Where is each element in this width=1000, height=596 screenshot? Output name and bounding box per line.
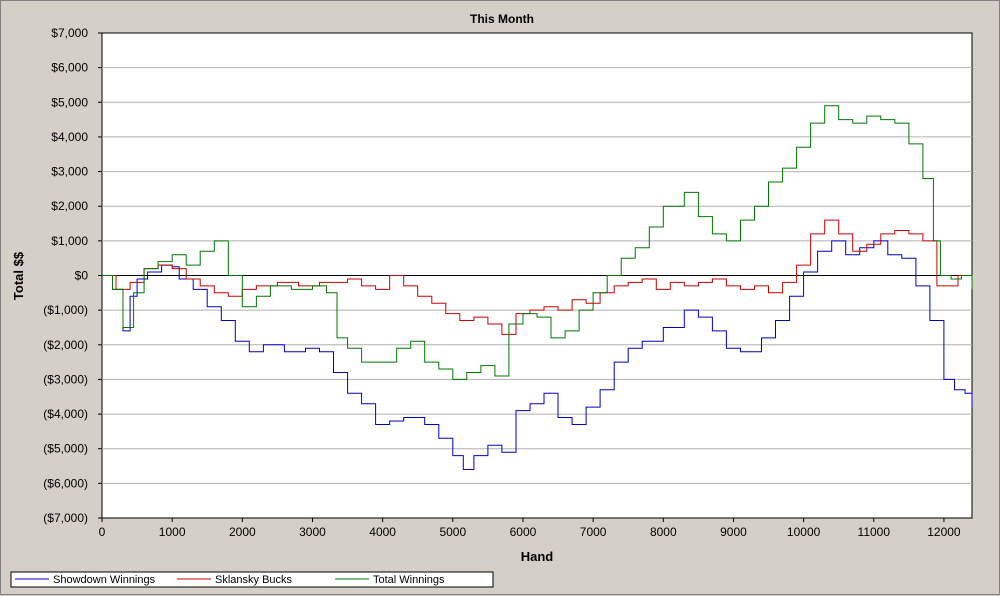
legend-entry: Total Winnings <box>373 574 445 586</box>
y-tick-label: $0 <box>75 269 89 283</box>
x-tick-label: 5000 <box>439 525 466 539</box>
gridlines <box>102 67 972 484</box>
y-tick-label: $7,000 <box>51 26 88 40</box>
x-tick-label: 9000 <box>720 525 747 539</box>
x-tick-label: 6000 <box>510 525 537 539</box>
y-tick-label: ($2,000) <box>43 338 88 352</box>
y-tick-label: $4,000 <box>51 130 88 144</box>
legend-box <box>10 571 494 588</box>
x-tick-label: 3000 <box>299 525 326 539</box>
y-tick-label: $1,000 <box>51 234 88 248</box>
y-axis-title: Total $$ <box>11 251 26 300</box>
y-tick-label: $5,000 <box>51 95 88 109</box>
y-tick-label: $3,000 <box>51 165 88 179</box>
x-tick-label: 7000 <box>580 525 607 539</box>
tick-labels: $7,000 $6,000 $5,000 $4,000 $3,000 $2,000 $1,0… <box>43 26 961 539</box>
series-line-total-winnings <box>102 105 973 380</box>
y-tick-label: $2,000 <box>51 199 88 213</box>
chart-title: This Month <box>470 12 534 26</box>
y-tick-label: ($7,000) <box>43 511 88 525</box>
x-tick-label: 11000 <box>858 525 891 539</box>
x-tick-label: 2000 <box>229 525 256 539</box>
legend-entry: Showdown Winnings <box>53 574 156 586</box>
legend-entry: Sklansky Bucks <box>215 574 293 586</box>
x-tick-label: 1000 <box>159 525 186 539</box>
legend: Showdown Winnings Sklansky Bucks Total Win… <box>15 574 445 586</box>
y-tick-label: ($3,000) <box>43 372 88 386</box>
y-tick-label: ($1,000) <box>43 303 88 317</box>
y-tick-label: ($4,000) <box>43 407 88 421</box>
y-tick-label: ($5,000) <box>43 442 88 456</box>
y-tick-label: $6,000 <box>51 61 88 75</box>
series-lines <box>102 105 973 470</box>
x-tick-label: 10000 <box>787 525 821 539</box>
series-line-showdown-winnings <box>102 240 973 470</box>
x-tick-label: 0 <box>99 525 106 539</box>
x-tick-label: 4000 <box>369 525 396 539</box>
x-tick-label: 12000 <box>927 525 961 539</box>
x-tick-label: 8000 <box>650 525 677 539</box>
x-axis-title: Hand <box>521 549 554 564</box>
y-tick-label: ($6,000) <box>43 476 88 490</box>
